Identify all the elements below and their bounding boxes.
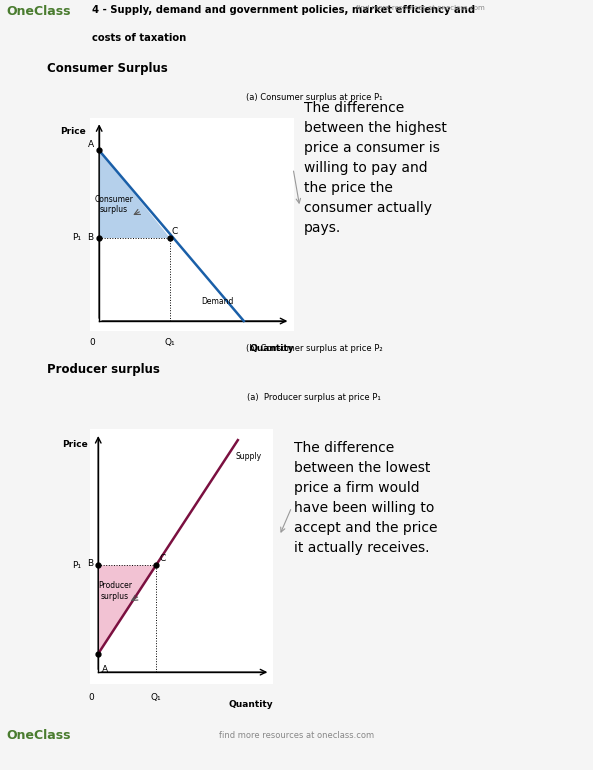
Text: Price: Price (60, 127, 86, 136)
Text: B: B (87, 558, 93, 567)
Polygon shape (98, 565, 156, 654)
Text: 4 - Supply, demand and government policies, market efficiency and: 4 - Supply, demand and government polici… (92, 5, 475, 15)
Text: Consumer
surplus: Consumer surplus (94, 195, 133, 214)
Text: (a)  Producer surplus at price P₁: (a) Producer surplus at price P₁ (247, 393, 381, 401)
Text: Quantity: Quantity (249, 344, 294, 353)
Text: P₁: P₁ (72, 561, 82, 570)
Text: find more resources at oneclass.com: find more resources at oneclass.com (219, 731, 374, 740)
Text: 0: 0 (89, 693, 94, 702)
Text: Supply: Supply (235, 452, 262, 460)
Text: Producer
surplus: Producer surplus (98, 581, 132, 601)
Polygon shape (99, 150, 170, 238)
Text: OneClass: OneClass (6, 5, 71, 18)
Text: Price: Price (62, 440, 88, 449)
Text: Demand: Demand (201, 296, 234, 306)
Text: B: B (88, 233, 94, 243)
Text: Q₁: Q₁ (151, 693, 161, 702)
Text: The difference
between the lowest
price a firm would
have been willing to
accept: The difference between the lowest price … (294, 440, 438, 555)
Text: C: C (171, 226, 178, 236)
Text: 0: 0 (89, 339, 95, 347)
Text: (a) Consumer surplus at price P₁: (a) Consumer surplus at price P₁ (246, 93, 382, 102)
Text: Q₁: Q₁ (164, 339, 175, 347)
Text: OneClass: OneClass (6, 729, 71, 742)
Text: A: A (88, 139, 94, 149)
Text: P₁: P₁ (72, 233, 81, 243)
Text: Quantity: Quantity (229, 700, 273, 709)
Text: (b) Consumer surplus at price P₂: (b) Consumer surplus at price P₂ (246, 343, 382, 353)
Text: find more resources at oneclass.com: find more resources at oneclass.com (356, 5, 484, 12)
Text: C: C (159, 554, 165, 563)
Text: The difference
between the highest
price a consumer is
willing to pay and
the pr: The difference between the highest price… (304, 101, 447, 235)
Text: Producer surplus: Producer surplus (47, 363, 160, 376)
Text: Consumer Surplus: Consumer Surplus (47, 62, 168, 75)
Text: A: A (101, 665, 108, 675)
Text: costs of taxation: costs of taxation (92, 33, 186, 43)
